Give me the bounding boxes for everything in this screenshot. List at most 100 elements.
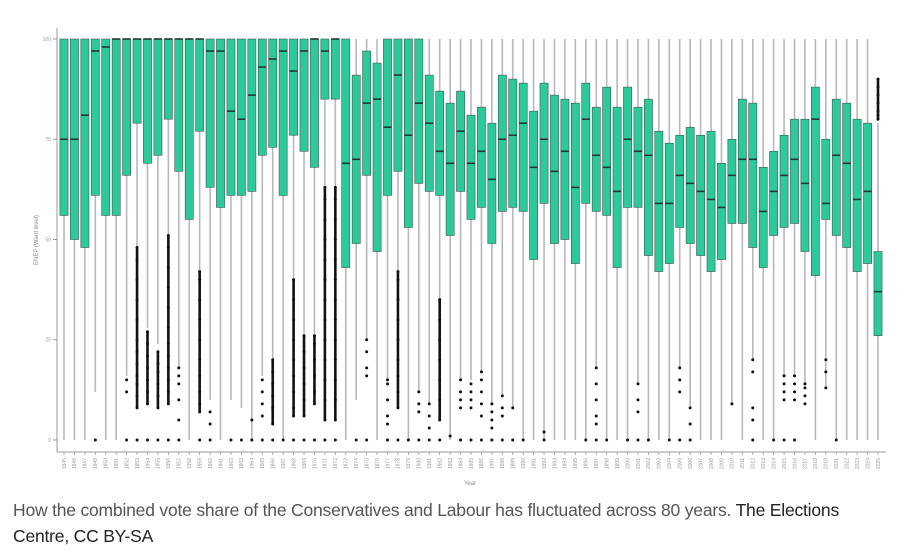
x-tick-label: 2001 [636,458,642,469]
outlier-point [751,358,755,362]
x-tick-label: 1991 [531,458,537,469]
outlier-point [667,438,671,442]
box [122,38,131,176]
box [80,38,90,248]
outlier-point [125,438,129,442]
outlier-point [156,438,160,442]
box [487,122,497,244]
x-tick-label: 2016 [792,458,798,469]
outlier-point [636,398,640,402]
x-tick-label: 1982 [437,458,443,469]
box [831,98,841,236]
outlier-point [417,390,421,394]
x-tick-label: 2014 [771,458,777,469]
outlier-point [250,418,254,422]
outlier-point [459,406,463,410]
x-tick-label: 1955 [156,458,162,469]
box [216,38,225,208]
outlier-point [490,402,494,406]
outlier-point [803,382,807,386]
outlier-point [417,438,421,442]
x-tick-label: 1971 [323,458,329,469]
outlier-point [479,390,483,394]
x-tick-label: 2008 [709,458,715,469]
box [90,38,100,196]
box [143,38,152,164]
outlier-point [386,398,390,402]
box [435,90,445,196]
outlier-point [793,382,797,386]
x-tick-label: 2000 [625,458,631,469]
outlier-point [824,370,828,374]
x-tick-label: 1977 [385,458,391,469]
x-tick-label: 1945 [62,458,68,469]
box [414,38,424,184]
outlier-point [511,438,515,442]
x-tick-label: 2005 [678,458,684,469]
outlier-point [782,398,786,402]
box [153,38,163,156]
outlier-point [490,438,494,442]
x-tick-label: 1992 [542,458,548,469]
x-tick-label: 1946 [72,458,78,469]
x-tick-label: 2002 [646,458,652,469]
outlier-point [469,398,473,402]
box [320,38,330,100]
box [163,38,173,120]
box [758,167,768,268]
outlier-point [438,438,442,442]
outlier-point [688,406,692,410]
outlier-point [354,438,358,442]
outlier-point [250,438,254,442]
box [550,94,559,244]
box [383,38,392,196]
outlier-point [260,438,264,442]
outlier-point [145,438,149,442]
outlier-point [271,438,275,442]
outlier-point [542,438,546,442]
x-tick-label: 1975 [364,458,370,469]
outlier-point [834,438,838,442]
x-tick-label: 1953 [135,458,141,469]
outlier-point [125,390,129,394]
x-tick-label: 1976 [375,458,381,469]
box [633,106,643,208]
x-tick-label: 1964 [250,458,256,469]
outlier-point [125,378,129,382]
x-tick-label: 1999 [615,458,621,469]
box [362,50,372,176]
outlier-point [542,430,546,434]
box [247,38,257,192]
box [654,130,664,272]
box [748,102,758,248]
box [174,38,184,172]
outlier-point [479,402,483,406]
box [581,82,591,204]
x-tick-label: 1985 [469,458,475,469]
box [341,38,351,268]
outlier-point [448,434,452,438]
outlier-point [93,438,97,442]
outlier-point [177,382,181,386]
outlier-cluster [313,335,316,404]
outlier-point [427,438,431,442]
outlier-point [302,438,306,442]
x-tick-label: 1980 [417,458,423,469]
y-tick-label: 100 [43,37,52,43]
outlier-point [824,386,828,390]
x-tick-label: 1965 [260,458,266,469]
box [737,98,747,224]
x-tick-label: 1960 [208,458,214,469]
x-tick-label: 1949 [93,458,99,469]
outlier-point [260,378,264,382]
box [591,106,601,212]
outlier-point [803,402,807,406]
x-tick-label: 2004 [667,458,673,469]
outlier-point [365,338,369,342]
x-tick-label: 2017 [803,458,809,469]
outlier-cluster [334,187,337,420]
x-tick-label: 1966 [271,458,277,469]
box [278,38,288,196]
x-tick-label: 2022 [844,458,850,469]
box [779,134,789,228]
